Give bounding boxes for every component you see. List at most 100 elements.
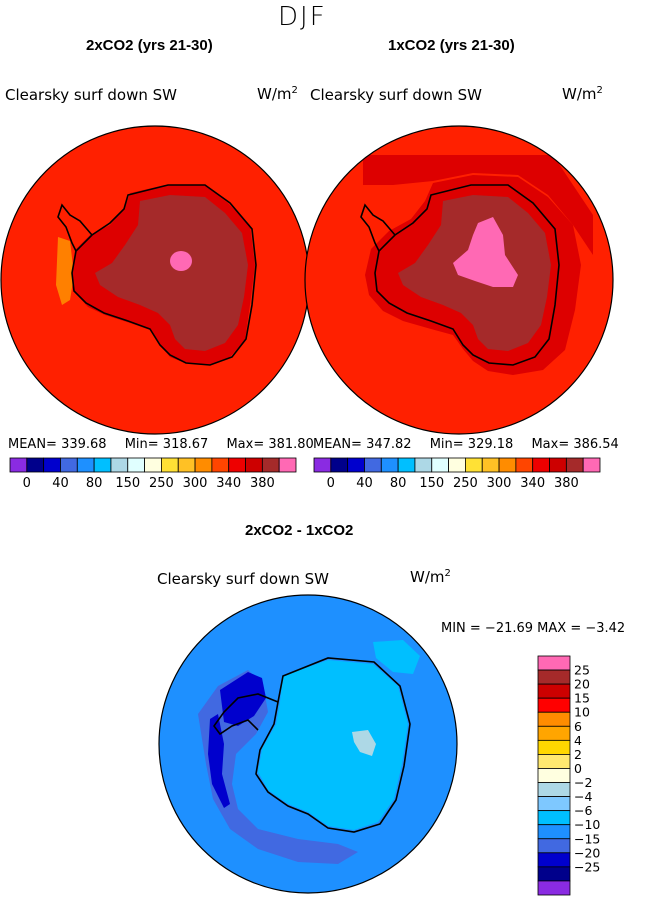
colorbar-diff-swatch [537, 782, 571, 797]
colorbar-2xco2-swatch [43, 457, 61, 473]
map-diff [158, 594, 458, 894]
diff-units-label: W/m2 [410, 568, 451, 586]
colorbar-2xco2-tick-label: 0 [23, 476, 31, 491]
colorbar-2xco2-swatch [194, 457, 213, 473]
colorbar-2xco2-swatch [177, 457, 196, 473]
colorbar-1xco2-swatch [330, 457, 349, 473]
colorbar-1xco2-swatch [481, 457, 500, 473]
colorbar-diff-tick-label: −20 [574, 845, 600, 860]
colorbar-diff-swatch [537, 725, 571, 741]
panel-title-1xco2: 1xCO2 (yrs 21-30) [388, 37, 515, 54]
colorbar-1xco2-tick-label: 150 [419, 476, 444, 491]
colorbar-diff-swatch [537, 852, 571, 868]
coastline [374, 184, 560, 366]
colorbar-1xco2-swatch [549, 457, 567, 473]
mean-1xco2: MEAN= 347.82 [313, 437, 412, 452]
colorbar-2xco2-swatch [228, 457, 246, 473]
colorbar-diff-swatch [537, 796, 571, 812]
colorbar-diff-tick-label: −10 [574, 817, 600, 832]
colorbar-1xco2: 0 40 80 150 250 300 340 380 [313, 457, 601, 491]
units-label-2xco2: W/m2 [257, 85, 298, 103]
colorbar-diff-swatch [537, 768, 571, 783]
colorbar-2xco2-swatch [110, 457, 129, 473]
colorbar-diff-swatch [537, 838, 571, 854]
diff-field-label: Clearsky surf down SW [157, 570, 329, 588]
colorbar-1xco2-tick-label: 250 [453, 476, 478, 491]
colorbar-2xco2-tick-label: 250 [149, 476, 174, 491]
colorbar-1xco2-swatch [380, 457, 399, 473]
colorbar-2xco2-tick-label: 80 [86, 476, 103, 491]
colorbar-2xco2: 0 40 80 150 250 300 340 380 [9, 457, 297, 491]
units-label-1xco2: W/m2 [562, 85, 603, 103]
colorbar-1xco2-swatch [397, 457, 416, 473]
max-1xco2: Max= 386.54 [531, 437, 619, 452]
colorbar-2xco2-swatch [144, 457, 162, 473]
mean-2xco2: MEAN= 339.68 [8, 437, 107, 452]
colorbar-2xco2-swatch [127, 457, 145, 473]
min-1xco2: Min= 329.18 [429, 437, 514, 452]
colorbar-1xco2-swatch [465, 457, 483, 473]
diff-land [258, 660, 408, 830]
colorbar-2xco2-swatch [9, 457, 28, 473]
colorbar-diff-swatch [537, 669, 571, 685]
peninsula-coast [57, 203, 93, 252]
season-title: DJF [278, 2, 327, 32]
colorbar-diff-tick-label: 15 [574, 691, 590, 706]
colorbar-1xco2-swatch [414, 457, 433, 473]
orange-patch [56, 237, 74, 305]
high-plateau [453, 217, 518, 287]
colorbar-2xco2-tick-label: 150 [115, 476, 140, 491]
colorbar-diff-swatch [537, 866, 571, 882]
colorbar-diff-swatch [537, 880, 571, 896]
colorbar-diff-swatch [537, 711, 571, 727]
colorbar-diff-swatch [537, 810, 571, 826]
peninsula-coast [360, 203, 396, 252]
colorbar-1xco2-tick-label: 340 [520, 476, 545, 491]
colorbar-diff-swatch [537, 683, 571, 699]
max-2xco2: Max= 381.80 [226, 437, 314, 452]
colorbar-2xco2-swatch [245, 457, 263, 473]
field-label-1xco2: Clearsky surf down SW [310, 86, 482, 104]
diff-minmax: MIN = −21.69 MAX = −3.42 [441, 621, 626, 636]
diff-strong-peninsula [208, 714, 230, 808]
colorbar-1xco2-swatch [532, 457, 550, 473]
colorbar-diff-swatch [537, 655, 571, 671]
diff-coastline [255, 657, 411, 833]
colorbar-diff-swatch [537, 754, 571, 769]
colorbar-2xco2-tick-label: 380 [250, 476, 275, 491]
coastline [71, 184, 257, 366]
stats-1xco2: MEAN= 347.82 Min= 329.18 Max= 386.54 [313, 437, 619, 452]
colorbar-1xco2-tick-label: 0 [327, 476, 335, 491]
diff-north-patch [373, 640, 420, 674]
colorbar-diff-tick-label: −4 [574, 789, 592, 804]
field-label-2xco2: Clearsky surf down SW [5, 86, 177, 104]
colorbar-diff-tick-label: −25 [574, 859, 600, 874]
colorbar-diff-tick-label: −15 [574, 831, 600, 846]
colorbar-2xco2-swatch [211, 457, 230, 473]
colorbar-1xco2-swatch [582, 457, 601, 473]
colorbar-diff-tick-label: −2 [574, 775, 592, 790]
colorbar-2xco2-swatch [278, 457, 297, 473]
colorbar-1xco2-swatch [364, 457, 382, 473]
colorbar-1xco2-tick-label: 380 [554, 476, 579, 491]
colorbar-2xco2-swatch [261, 457, 280, 473]
colorbar-diff-tick-label: 2 [574, 747, 582, 762]
stats-2xco2: MEAN= 339.68 Min= 318.67 Max= 381.80 [8, 437, 314, 452]
colorbar-diff-tick-label: 10 [574, 705, 590, 720]
ice-sheet [95, 195, 248, 351]
colorbar-2xco2-swatch [93, 457, 112, 473]
colorbar-2xco2-swatch [60, 457, 78, 473]
map-2xco2 [0, 125, 310, 435]
colorbar-diff-tick-label: 25 [574, 663, 590, 678]
colorbar-diff-tick-label: 6 [574, 719, 582, 734]
colorbar-diff-swatch [537, 697, 571, 713]
colorbar-2xco2-tick-label: 40 [52, 476, 69, 491]
colorbar-diff-swatch [537, 824, 571, 840]
colorbar-2xco2-tick-label: 340 [216, 476, 241, 491]
colorbar-1xco2-swatch [515, 457, 534, 473]
colorbar-1xco2-swatch [347, 457, 365, 473]
colorbar-diff-tick-label: 0 [574, 761, 582, 776]
colorbar-1xco2-tick-label: 300 [487, 476, 512, 491]
colorbar-diff-tick-label: 20 [574, 677, 590, 692]
